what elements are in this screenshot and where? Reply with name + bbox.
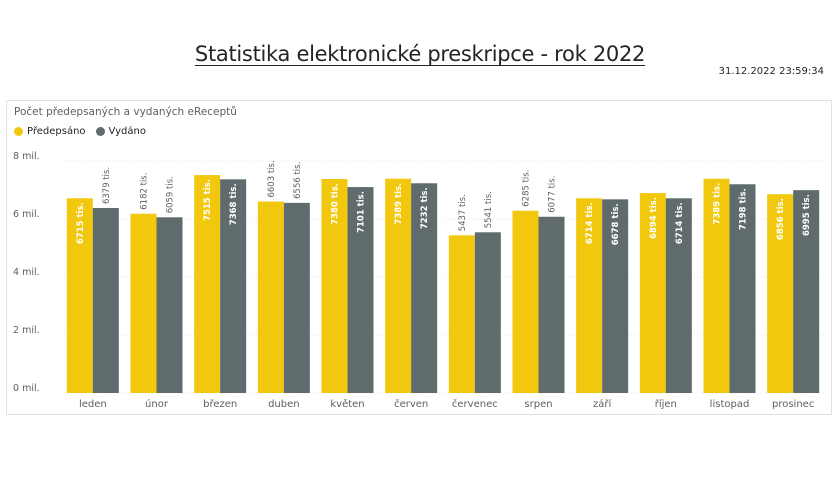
bar-predepsano[interactable] [257, 201, 284, 393]
data-label: 6894 tis. [649, 197, 659, 239]
legend-dot-vydano [95, 127, 105, 136]
bar-predepsano[interactable] [767, 194, 794, 393]
category-label: duben [268, 399, 300, 410]
legend-label-predepsano: Předepsáno [27, 126, 86, 137]
bar-vydano[interactable] [283, 202, 310, 393]
bar-vydano[interactable] [474, 232, 501, 393]
bar-vydano[interactable] [156, 217, 183, 393]
bar-vydano[interactable] [411, 183, 438, 393]
bar-vydano[interactable] [92, 208, 119, 393]
category-label: září [593, 398, 612, 410]
legend: Předepsáno Vydáno [14, 126, 146, 137]
y-tick-label: 6 mil. [13, 209, 40, 220]
y-tick-label: 4 mil. [13, 267, 40, 278]
bar-vydano[interactable] [538, 216, 565, 393]
category-label: červen [394, 398, 428, 410]
data-label: 6714 tis. [675, 202, 685, 244]
bar-predepsano[interactable] [703, 178, 730, 393]
bar-predepsano[interactable] [385, 178, 412, 393]
bar-vydano[interactable] [347, 187, 374, 393]
category-label: leden [79, 399, 107, 410]
bar-predepsano[interactable] [66, 198, 93, 393]
bar-predepsano[interactable] [639, 193, 666, 393]
legend-item-predepsano[interactable]: Předepsáno [14, 126, 86, 137]
data-label: 7389 tis. [713, 183, 723, 225]
category-label: březen [203, 398, 237, 410]
data-label: 6556 tis. [293, 162, 303, 199]
bar-predepsano[interactable] [130, 213, 157, 393]
data-label: 7101 tis. [357, 191, 367, 233]
data-label: 6714 tis. [585, 202, 595, 244]
category-label: srpen [524, 399, 552, 410]
legend-label-vydano: Vydáno [108, 126, 146, 137]
category-label: květen [330, 398, 364, 410]
chart-title: Počet předepsaných a vydaných eReceptů [14, 106, 237, 118]
bar-predepsano[interactable] [194, 175, 221, 393]
data-label: 6603 tis. [267, 160, 277, 197]
data-label: 6995 tis. [802, 194, 812, 236]
y-tick-label: 2 mil. [13, 325, 40, 336]
data-label: 6379 tis. [102, 167, 112, 204]
data-label: 7389 tis. [394, 183, 404, 225]
data-label: 6182 tis. [140, 173, 150, 210]
bar-predepsano[interactable] [321, 178, 348, 393]
bar-vydano[interactable] [665, 198, 692, 393]
category-label: únor [145, 398, 169, 410]
bar-predepsano[interactable] [512, 210, 539, 393]
category-label: listopad [710, 399, 750, 410]
category-label: červenec [452, 398, 498, 410]
category-label: říjen [655, 398, 677, 410]
data-label: 7232 tis. [420, 187, 430, 229]
page-title: Statistika elektronické preskripce - rok… [194, 42, 646, 66]
bar-vydano[interactable] [729, 184, 756, 393]
data-label: 7198 tis. [739, 188, 749, 230]
data-label: 7515 tis. [203, 179, 213, 221]
bar-chart: 0 mil. 2 mil. 4 mil. 6 mil. 8 mil. 6715 tis. 6… [13, 151, 825, 410]
legend-item-vydano[interactable]: Vydáno [95, 126, 146, 137]
y-tick-label: 8 mil. [13, 151, 40, 162]
chart-card[interactable]: Počet předepsaných a vydaných eReceptů P… [6, 100, 832, 415]
data-label: 6059 tis. [166, 176, 176, 213]
data-label: 6678 tis. [611, 203, 621, 245]
y-tick-label: 0 mil. [13, 383, 40, 394]
bar-predepsano[interactable] [576, 198, 603, 393]
data-label: 7380 tis. [331, 183, 341, 225]
data-label: 6285 tis. [522, 170, 532, 207]
bar-vydano[interactable] [793, 190, 820, 393]
data-label: 5541 tis. [484, 191, 494, 228]
legend-dot-predepsano [14, 127, 23, 136]
data-label: 6715 tis. [76, 202, 86, 244]
data-label: 5437 tis. [458, 194, 468, 231]
bar-vydano[interactable] [602, 199, 629, 393]
timestamp: 31.12.2022 23:59:34 [718, 66, 824, 77]
bar-predepsano[interactable] [448, 235, 475, 393]
bar-vydano[interactable] [220, 179, 247, 393]
data-label: 6077 tis. [548, 176, 558, 213]
category-label: prosinec [772, 399, 814, 410]
data-label: 7368 tis. [229, 183, 239, 225]
data-label: 6856 tis. [776, 198, 786, 240]
